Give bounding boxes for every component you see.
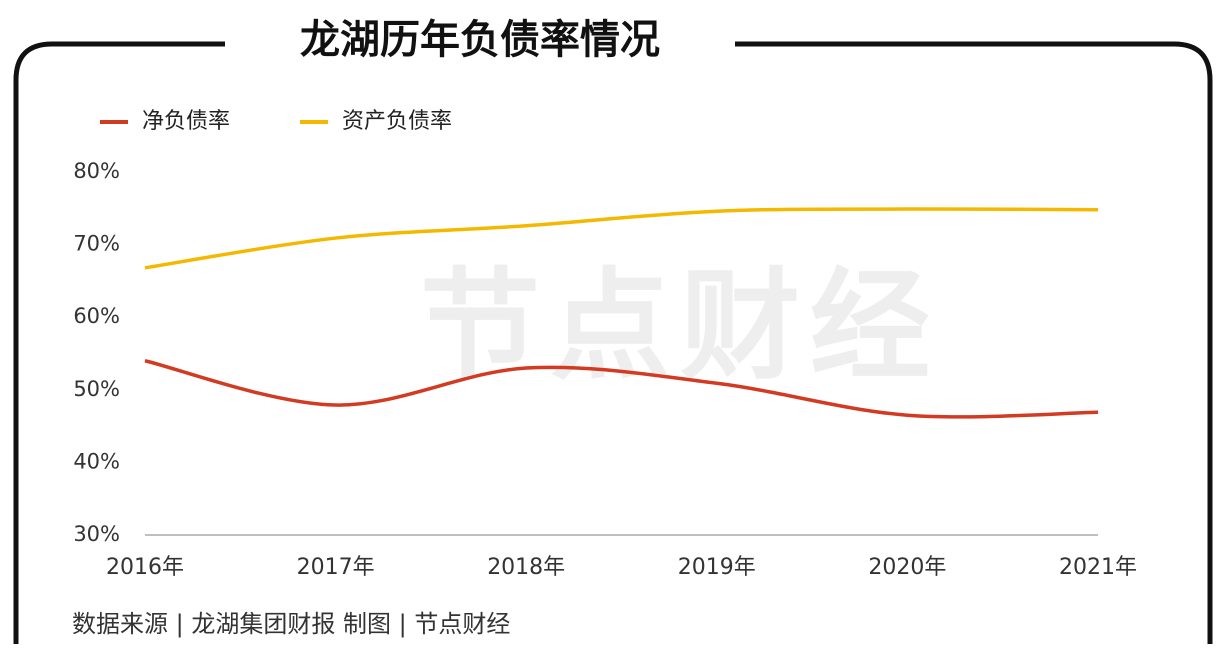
title-backdrop bbox=[225, 20, 735, 68]
x-tick-label: 2018年 bbox=[487, 555, 565, 580]
series-line bbox=[144, 359, 1099, 419]
x-tick-label: 2020年 bbox=[868, 555, 946, 580]
y-tick-label: 80% bbox=[73, 159, 120, 183]
legend-label: 资产负债率 bbox=[342, 109, 452, 134]
x-tick-label: 2021年 bbox=[1059, 555, 1137, 580]
chart-title: 龙湖历年负债率情况 bbox=[300, 17, 660, 63]
x-tick-label: 2017年 bbox=[297, 555, 375, 580]
y-tick-label: 60% bbox=[73, 304, 120, 328]
y-tick-label: 30% bbox=[73, 522, 120, 546]
watermark: 节点财经 bbox=[420, 258, 940, 397]
x-tick-label: 2019年 bbox=[678, 555, 756, 580]
legend-label: 净负债率 bbox=[142, 109, 230, 134]
y-tick-label: 40% bbox=[73, 449, 120, 473]
x-tick-label: 2016年 bbox=[106, 555, 184, 580]
y-tick-label: 70% bbox=[73, 232, 120, 256]
y-tick-label: 50% bbox=[73, 377, 120, 401]
series-line bbox=[144, 207, 1099, 270]
source-note: 数据来源 | 龙湖集团财报 制图 | 节点财经 bbox=[72, 610, 510, 638]
